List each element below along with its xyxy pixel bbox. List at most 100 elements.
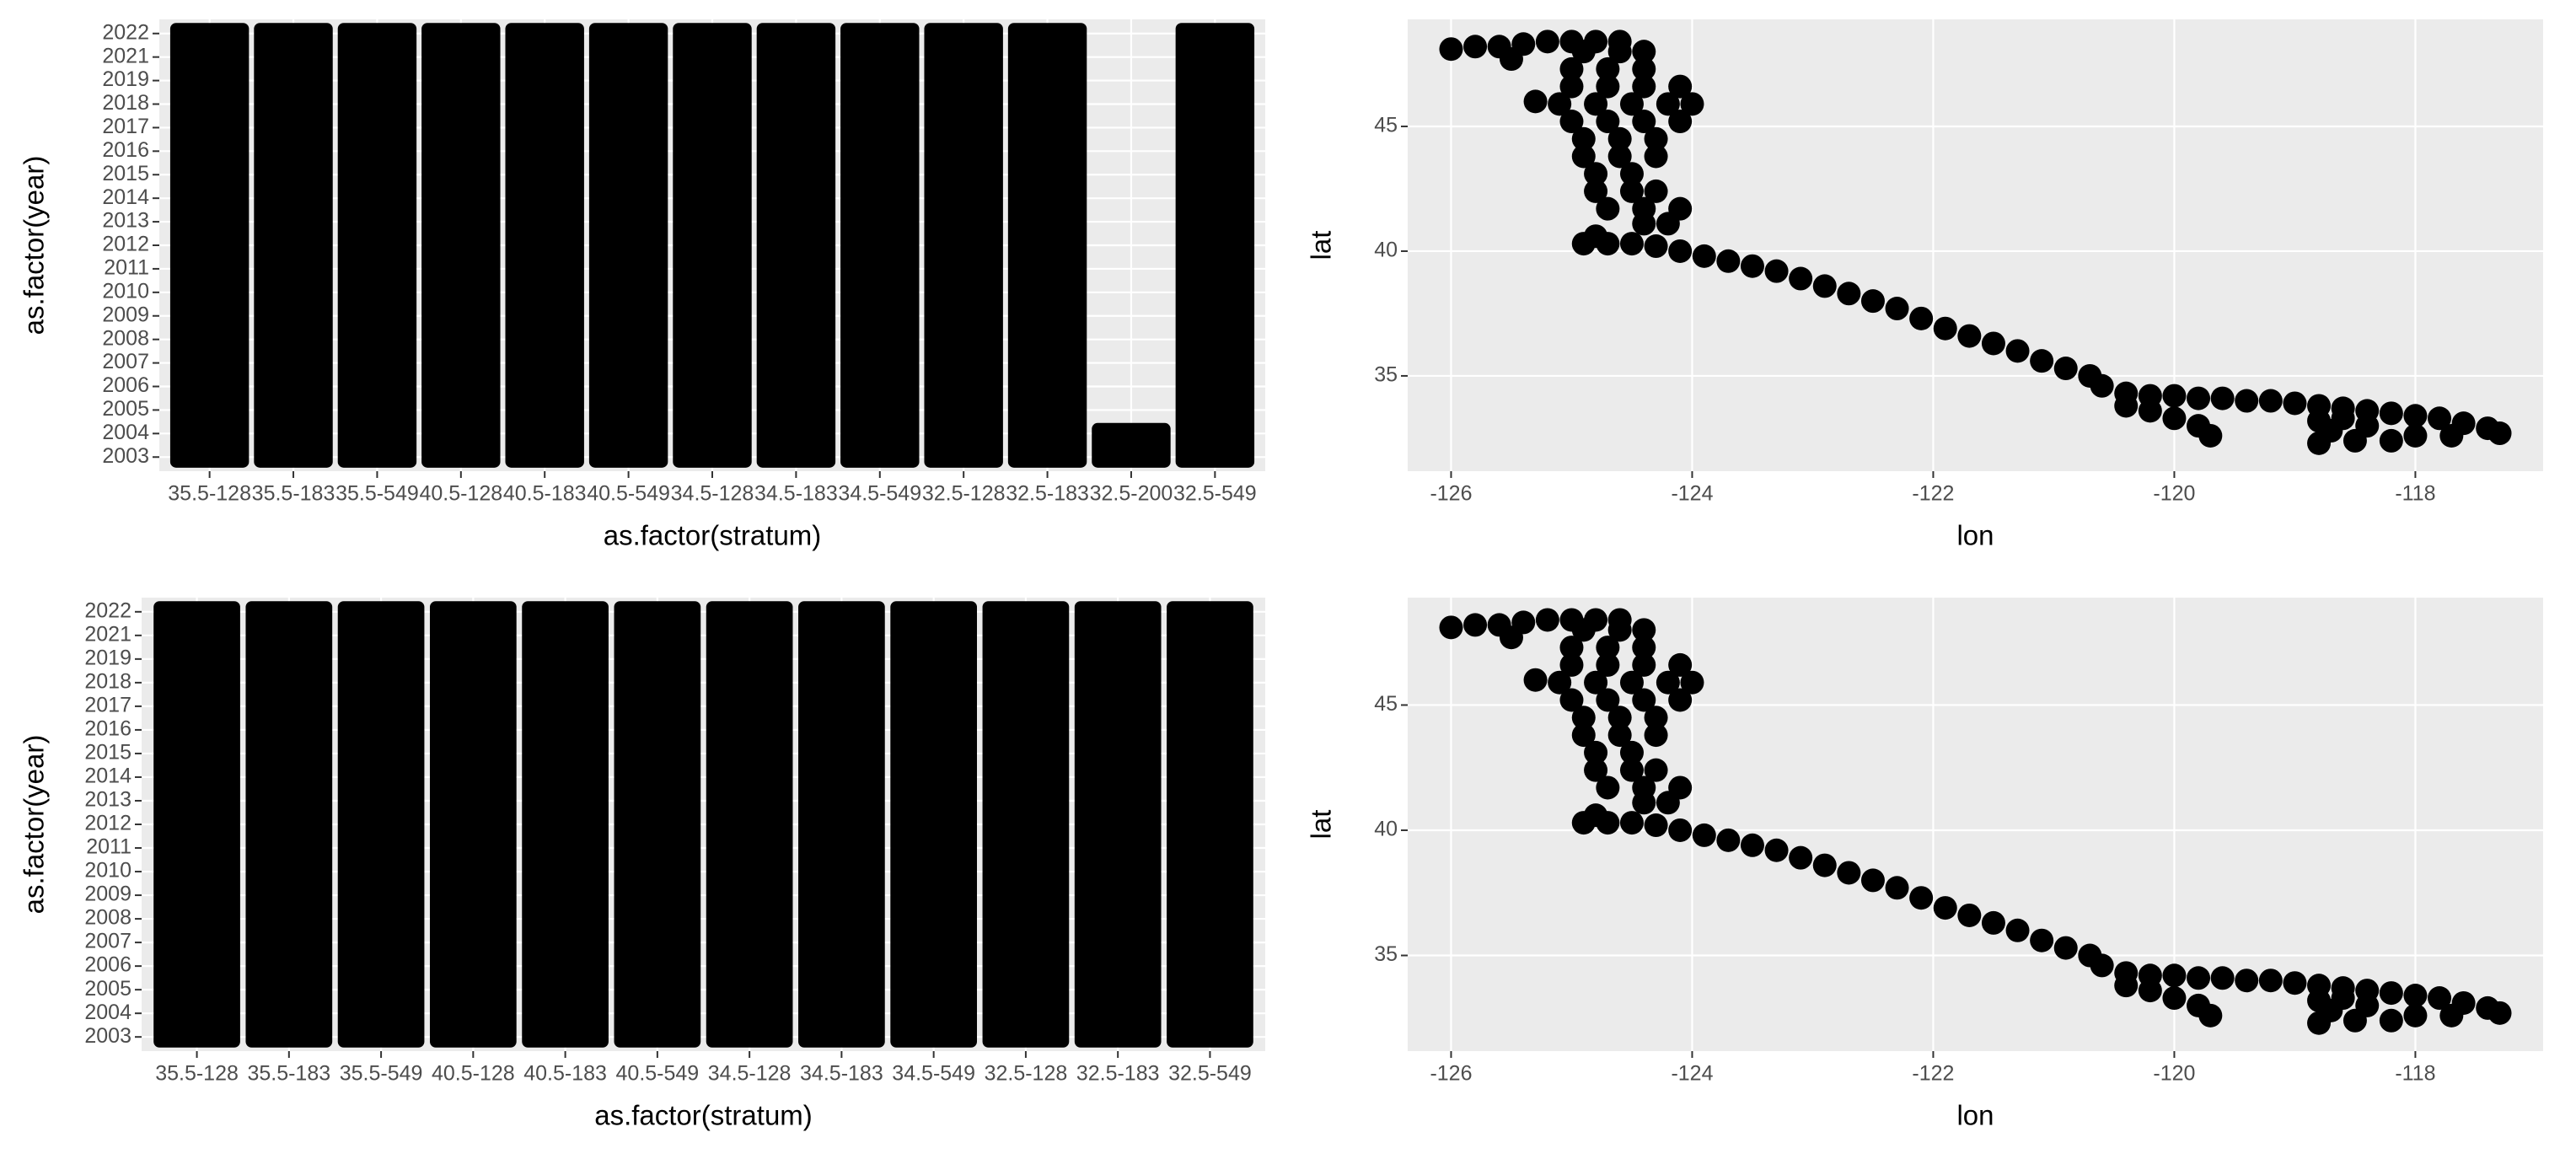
point <box>1571 811 1596 835</box>
point-column <box>890 601 978 1048</box>
x-tick-label: -118 <box>2395 1062 2435 1086</box>
x-tick-label: 40.5-128 <box>432 1062 515 1086</box>
point-column <box>1175 23 1255 468</box>
point <box>1632 636 1656 660</box>
point <box>2331 406 2355 431</box>
point <box>1596 811 1620 835</box>
point <box>1559 652 1584 677</box>
point <box>1571 126 1596 151</box>
x-tick-label: 40.5-183 <box>503 482 587 506</box>
point <box>1571 144 1596 169</box>
point <box>1499 47 1523 72</box>
x-tick-label: 34.5-183 <box>754 482 838 506</box>
x-axis-title: as.factor(stratum) <box>594 1100 813 1131</box>
point <box>1619 162 1644 186</box>
point <box>1656 92 1680 116</box>
y-tick-label: 2017 <box>102 115 149 138</box>
point-column <box>982 601 1070 1048</box>
point <box>1439 615 1463 640</box>
point <box>1860 868 1885 893</box>
point-column <box>756 23 836 468</box>
point <box>1909 306 1934 330</box>
point-column <box>245 601 333 1048</box>
x-tick-label: 32.5-183 <box>1076 1062 1160 1086</box>
point <box>1632 618 1656 642</box>
point <box>1632 688 1656 712</box>
point <box>1632 40 1656 64</box>
point <box>1596 74 1620 99</box>
point <box>1860 289 1885 314</box>
y-tick-label: 2018 <box>84 669 131 693</box>
point <box>1439 37 1463 62</box>
y-tick-label: 2013 <box>84 788 131 812</box>
point <box>1596 56 1620 81</box>
y-tick-label: 2011 <box>104 256 149 280</box>
point-column <box>337 601 425 1048</box>
point <box>1644 723 1668 748</box>
point <box>2487 1001 2512 1025</box>
x-axis-title: lon <box>1956 1100 1994 1131</box>
point-column <box>614 601 701 1048</box>
point <box>1584 670 1608 695</box>
point <box>1644 813 1668 838</box>
point <box>2162 986 2187 1011</box>
x-tick-label: -122 <box>1912 1062 1954 1086</box>
point <box>1656 791 1680 815</box>
y-tick-label: 2005 <box>102 397 149 421</box>
point-column <box>673 23 752 468</box>
x-tick-label: 35.5-183 <box>247 1062 330 1086</box>
x-tick-label: -118 <box>2395 482 2435 506</box>
y-tick-label: 2011 <box>86 835 131 859</box>
x-tick-label: -126 <box>1430 1062 1472 1086</box>
point <box>2331 986 2355 1011</box>
y-tick-label: 2006 <box>84 953 131 977</box>
point <box>1559 110 1584 134</box>
y-tick-label: 2009 <box>102 303 149 326</box>
point <box>1596 196 1620 221</box>
point <box>1619 811 1644 835</box>
x-axis-title: lon <box>1956 520 1994 551</box>
y-tick-label: 2012 <box>102 233 149 256</box>
point <box>1584 758 1608 782</box>
x-tick-label: -120 <box>2153 1062 2195 1086</box>
x-tick-label: 40.5-549 <box>616 1062 700 1086</box>
point-column <box>1092 422 1171 468</box>
point <box>1596 775 1620 800</box>
point <box>2403 1003 2428 1028</box>
point <box>1909 886 1934 910</box>
point <box>2030 349 2054 373</box>
point <box>1596 652 1620 677</box>
y-tick-label: 2013 <box>102 209 149 233</box>
point <box>2053 936 2078 960</box>
point <box>1740 254 1764 278</box>
y-tick-label: 2008 <box>84 906 131 930</box>
x-tick-label: 34.5-128 <box>708 1062 792 1086</box>
point <box>2355 993 2380 1017</box>
point <box>1584 740 1608 765</box>
y-tick-label: 2006 <box>102 373 149 397</box>
point <box>1692 244 1716 268</box>
point <box>1680 92 1704 116</box>
point-column <box>588 23 668 468</box>
point <box>2283 391 2307 416</box>
point <box>2403 984 2428 1008</box>
y-tick-label: 2016 <box>102 138 149 162</box>
y-tick-label: 2015 <box>84 741 131 765</box>
y-tick-label: 45 <box>1374 114 1398 137</box>
x-tick-label: 34.5-183 <box>800 1062 883 1086</box>
point <box>1584 179 1608 203</box>
point <box>1607 723 1632 748</box>
point <box>1885 297 1909 321</box>
point <box>2005 918 2030 942</box>
point-column <box>169 23 250 468</box>
point <box>1596 688 1620 712</box>
point <box>1981 331 2005 356</box>
y-tick-label: 45 <box>1374 692 1398 716</box>
point <box>2162 963 2187 988</box>
y-tick-label: 2005 <box>84 977 131 1001</box>
point <box>1957 324 1982 348</box>
x-tick-label: -124 <box>1671 1062 1713 1086</box>
point <box>1607 144 1632 169</box>
point <box>1523 668 1548 692</box>
point <box>2187 386 2211 410</box>
